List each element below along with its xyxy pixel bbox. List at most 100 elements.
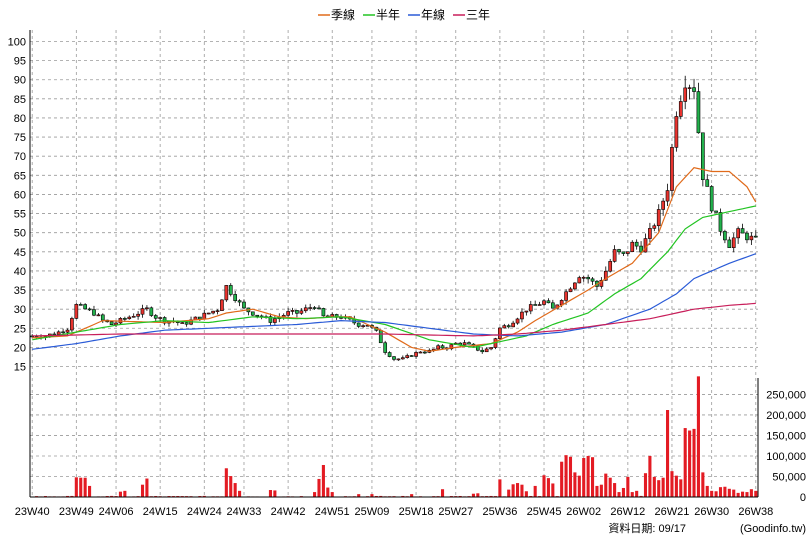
candle-body [423,351,427,354]
price-tick-label: 35 [14,285,26,297]
candle-body [727,239,732,248]
volume-bar [599,484,603,497]
volume-bar [745,492,749,497]
volume-bar [317,478,321,497]
volume-bar [564,455,568,497]
price-tick-label: 80 [14,113,26,125]
volume-bar [476,493,480,497]
candle-body [312,307,317,309]
candle-body [61,331,65,334]
volume-bar [652,476,656,497]
candle-body [52,333,57,336]
volume-bar [229,476,233,497]
x-tick-label: 25W18 [399,506,434,518]
candle-body [577,277,582,284]
candle-body [656,209,661,227]
volume-bar [145,478,149,497]
ma-year-line [32,253,757,350]
candle-body [136,313,140,317]
candle-body [74,304,79,319]
candle-body [639,245,643,253]
candle-body [652,225,657,229]
volume-bar [688,430,692,497]
volume-bar [202,495,206,497]
volume-bar [617,492,621,497]
volume-bar [591,457,595,497]
candle-body [149,307,154,316]
candle-body [295,310,299,314]
volume-bar [123,490,127,497]
candle-body [480,349,485,353]
x-tick-label: 25W45 [527,506,562,518]
candle-body [215,310,220,312]
candle-body [78,304,83,306]
legend-label: 年線 [421,7,445,22]
candle-body [180,322,185,324]
volume-bar [542,475,546,497]
candle-body [528,304,533,312]
volume-bar [626,476,630,497]
candle-body [603,270,608,281]
candle-body [515,318,520,324]
volume-bar [79,477,83,497]
price-tick-label: 85 [14,94,26,106]
candle-body [414,352,418,357]
candle-body [617,249,621,253]
volume-bar [533,485,537,497]
volume-bar [604,473,608,497]
volume-bar [696,376,700,497]
candle-body [634,241,639,247]
legend: 季線 半年 年線 三年 [318,7,490,22]
volume-tick-label: 0 [800,492,806,504]
price-tick-label: 70 [14,151,26,163]
candle-body [502,325,507,329]
volume-bar [511,484,515,497]
candle-body [467,342,471,345]
candle-body [568,288,573,293]
candle-body [674,116,679,148]
candle-body [462,342,467,346]
volume-bar [741,491,745,497]
x-tick-label: 23W40 [15,506,50,518]
volume-bar [727,488,731,497]
candle-body [409,355,414,357]
candle-body [520,311,524,320]
candle-body [692,87,696,92]
candle-body [484,348,489,353]
ma-half-year-line [32,205,756,349]
volume-bar [639,495,643,497]
price-tick-label: 50 [14,228,26,240]
legend-label: 三年 [466,8,490,22]
volume-bar [670,471,674,497]
ma-three-year-line [32,302,756,337]
moving-average-lines [32,167,757,352]
x-tick-label: 26W30 [694,506,729,518]
volume-bar [546,478,550,497]
price-tick-label: 25 [14,323,26,335]
volume-bar [568,456,573,497]
candle-body [65,329,70,333]
candle-body [290,310,295,312]
candle-body [670,147,674,191]
price-tick-label: 40 [14,266,26,278]
candle-body [109,321,114,325]
volume-bar [313,492,317,497]
candle-body [273,318,277,323]
volume-bar [330,492,334,497]
candle-body [581,276,586,279]
x-tick-label: 24W24 [187,506,222,518]
volume-bar [458,495,462,497]
candle-body [268,316,273,323]
volume-bar [515,483,520,497]
volume-tick-label: 200,000 [766,410,806,422]
candle-body [70,318,74,331]
candle-body [599,279,604,287]
volume-bar [83,477,87,497]
price-tick-label: 90 [14,75,26,87]
volume-bar [233,483,237,497]
price-tick-label: 60 [14,189,26,201]
x-tick-label: 24W42 [271,506,306,518]
volume-bar [573,472,577,497]
candle-body [537,304,542,306]
candle-body [220,299,224,311]
